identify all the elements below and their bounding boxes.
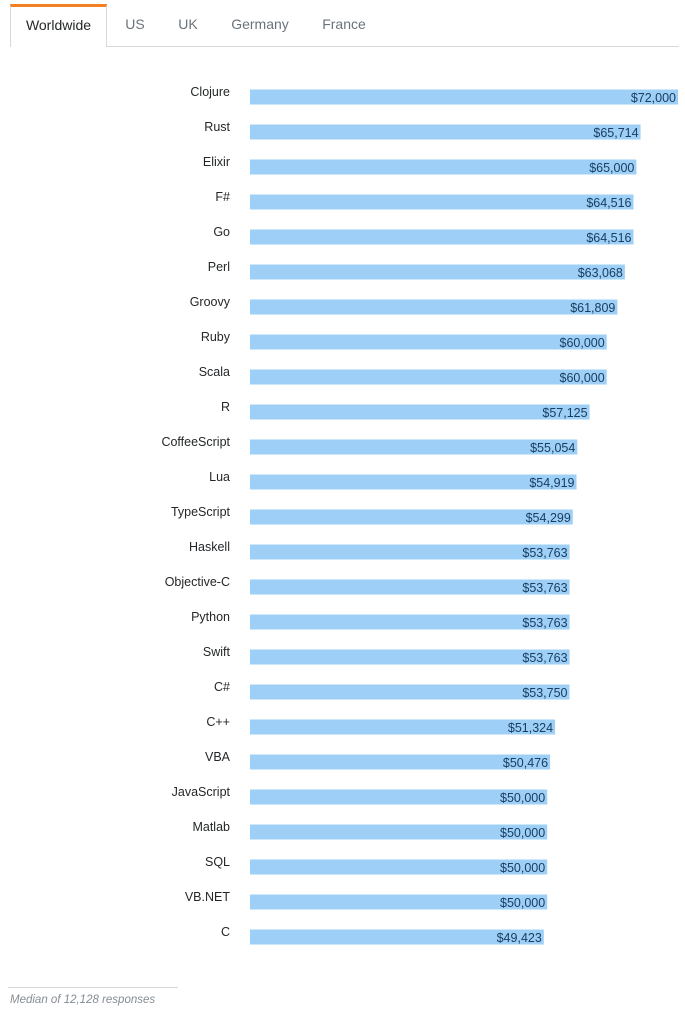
- salary-bar: [250, 439, 578, 455]
- category-label: TypeScript: [171, 505, 231, 519]
- salary-bar: [250, 614, 570, 630]
- value-label: $53,750: [522, 686, 567, 700]
- tab-france[interactable]: France: [322, 16, 366, 32]
- value-label: $53,763: [522, 651, 567, 665]
- salary-bar: [250, 929, 544, 945]
- value-label: $60,000: [560, 336, 605, 350]
- category-label: Elixir: [203, 155, 230, 169]
- tab-us[interactable]: US: [125, 16, 145, 32]
- category-label: Scala: [199, 365, 230, 379]
- salary-bar: [250, 754, 551, 770]
- footnote: Median of 12,128 responses: [10, 994, 156, 1006]
- tab-worldwide[interactable]: Worldwide: [10, 4, 107, 47]
- value-label: $57,125: [542, 406, 587, 420]
- category-label: Groovy: [190, 295, 231, 309]
- category-label: JavaScript: [172, 785, 231, 799]
- category-label: CoffeeScript: [161, 435, 230, 449]
- salary-bar: [250, 264, 625, 280]
- value-label: $63,068: [578, 266, 623, 280]
- salary-bar: [250, 229, 634, 245]
- category-label: Go: [213, 225, 230, 239]
- salary-bar: [250, 649, 570, 665]
- value-label: $50,000: [500, 861, 545, 875]
- category-label: R: [221, 400, 230, 414]
- category-label: Swift: [203, 645, 231, 659]
- salary-bar-chart: Clojure $72,000 Rust $65,714 Elixir $65,000 F#…: [161, 85, 678, 945]
- category-label: Haskell: [189, 540, 230, 554]
- value-label: $50,000: [500, 826, 545, 840]
- value-label: $65,714: [593, 126, 638, 140]
- salary-bar: [250, 824, 548, 840]
- value-label: $65,000: [589, 161, 634, 175]
- salary-bar: [250, 719, 556, 735]
- value-label: $72,000: [631, 91, 676, 105]
- value-label: $53,763: [522, 616, 567, 630]
- salary-bar: [250, 684, 570, 700]
- value-label: $50,476: [503, 756, 548, 770]
- category-label: Ruby: [201, 330, 231, 344]
- category-label: C: [221, 925, 230, 939]
- category-label: VBA: [205, 750, 231, 764]
- value-label: $49,423: [497, 931, 542, 945]
- category-label: Python: [191, 610, 230, 624]
- region-tabs: Worldwide US UK Germany France: [10, 4, 679, 47]
- value-label: $51,324: [508, 721, 553, 735]
- salary-bar: [250, 894, 548, 910]
- value-label: $64,516: [586, 196, 631, 210]
- category-label: SQL: [205, 855, 230, 869]
- value-label: $55,054: [530, 441, 575, 455]
- value-label: $53,763: [522, 581, 567, 595]
- salary-bar: [250, 334, 607, 350]
- value-label: $60,000: [560, 371, 605, 385]
- footnote-divider: [8, 987, 178, 988]
- salary-bar: [250, 474, 577, 490]
- salary-bar: [250, 369, 607, 385]
- value-label: $54,299: [526, 511, 571, 525]
- tab-uk[interactable]: UK: [178, 16, 198, 32]
- salary-bar: [250, 159, 637, 175]
- category-label: C#: [214, 680, 230, 694]
- value-label: $64,516: [586, 231, 631, 245]
- category-label: C++: [206, 715, 230, 729]
- category-label: VB.NET: [185, 890, 231, 904]
- category-label: Perl: [208, 260, 230, 274]
- tab-germany[interactable]: Germany: [231, 16, 289, 32]
- salary-bar: [250, 194, 634, 210]
- salary-bar: [250, 299, 618, 315]
- category-label: Lua: [209, 470, 230, 484]
- category-label: F#: [215, 190, 230, 204]
- value-label: $54,919: [529, 476, 574, 490]
- salary-bar: [250, 579, 570, 595]
- salary-bar: [250, 509, 573, 525]
- salary-bar: [250, 789, 548, 805]
- salary-bar: [250, 404, 590, 420]
- salary-bar: [250, 89, 678, 105]
- salary-bar: [250, 859, 548, 875]
- value-label: $50,000: [500, 791, 545, 805]
- value-label: $61,809: [570, 301, 615, 315]
- salary-bar: [250, 544, 570, 560]
- category-label: Objective-C: [165, 575, 230, 589]
- value-label: $50,000: [500, 896, 545, 910]
- category-label: Matlab: [192, 820, 230, 834]
- category-label: Rust: [204, 120, 230, 134]
- salary-bar: [250, 124, 641, 140]
- value-label: $53,763: [522, 546, 567, 560]
- category-label: Clojure: [190, 85, 230, 99]
